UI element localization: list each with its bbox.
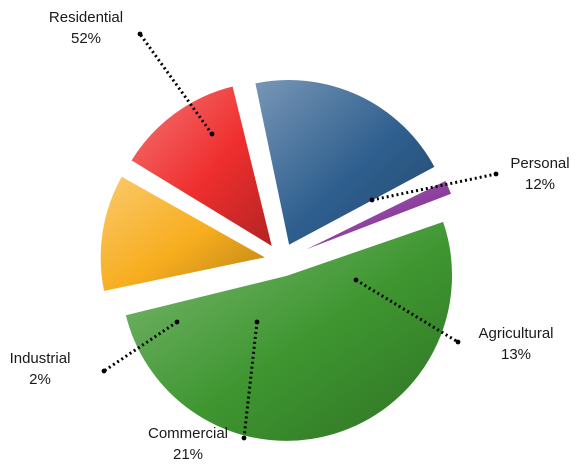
- slice-residential: [124, 220, 454, 442]
- slice-industrial: [296, 179, 453, 255]
- label-value-personal: 12%: [525, 176, 555, 193]
- label-commercial: Commercial 21%: [148, 425, 228, 463]
- leader-line-personal: [371, 172, 497, 202]
- label-name-agricultural: Agricultural: [478, 325, 553, 342]
- label-agricultural: Agricultural 13%: [478, 325, 553, 363]
- leader-dot-personal-0: [369, 197, 375, 203]
- pie-slices: [99, 79, 454, 442]
- leader-dot-industrial-1: [101, 368, 107, 374]
- label-name-commercial: Commercial: [148, 425, 228, 442]
- leader-lines: [101, 31, 499, 441]
- leader-dot-agricultural-1: [455, 339, 461, 345]
- leader-dot-residential-0: [209, 131, 215, 137]
- label-name-residential: Residential: [49, 9, 123, 26]
- label-residential: Residential 52%: [49, 9, 123, 47]
- slice-commercial: [254, 79, 436, 247]
- slice-labels: Residential 52% Personal 12% Agricultural 13%…: [10, 9, 570, 463]
- label-value-industrial: 2%: [29, 371, 51, 388]
- label-industrial: Industrial 2%: [10, 350, 71, 388]
- leader-dot-agricultural-0: [353, 277, 359, 283]
- label-name-industrial: Industrial: [10, 350, 71, 367]
- leader-dot-industrial-0: [174, 319, 180, 325]
- leader-dot-commercial-0: [254, 319, 260, 325]
- leader-dot-personal-1: [493, 171, 499, 177]
- label-name-personal: Personal: [510, 155, 569, 172]
- label-value-commercial: 21%: [173, 446, 203, 463]
- leader-line-residential: [138, 33, 214, 135]
- leader-dot-residential-1: [137, 31, 143, 37]
- label-personal: Personal 12%: [510, 155, 569, 193]
- slice-agricultural: [130, 85, 274, 249]
- slice-personal: [99, 175, 268, 293]
- leader-dot-commercial-1: [241, 435, 247, 441]
- label-value-residential: 52%: [71, 30, 101, 47]
- label-value-agricultural: 13%: [501, 346, 531, 363]
